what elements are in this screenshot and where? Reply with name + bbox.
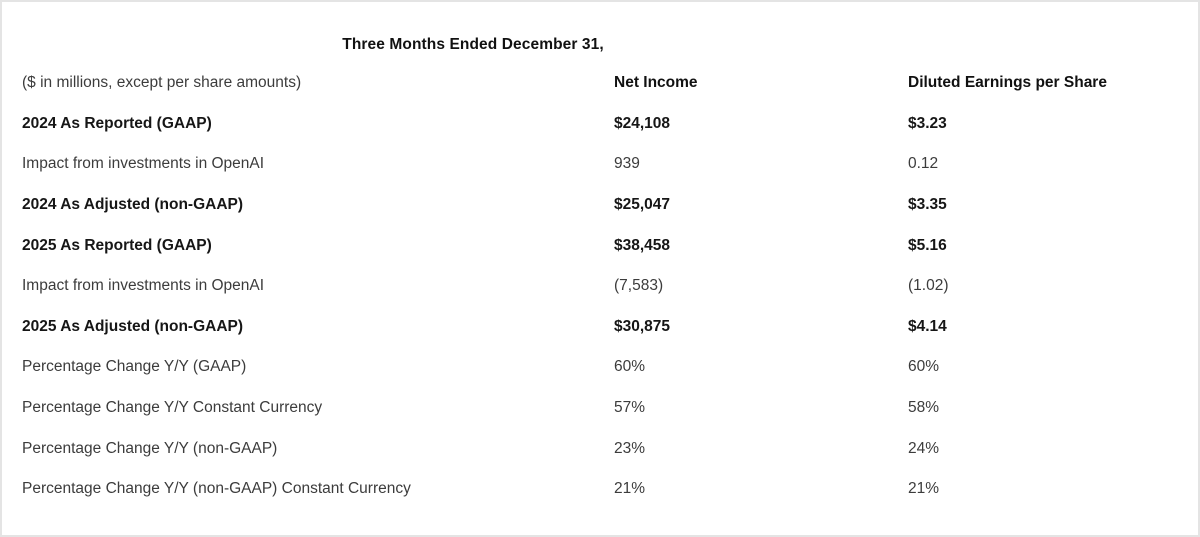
net-income-value: 21% — [614, 480, 646, 498]
column-header-net-income: Net Income — [614, 74, 698, 92]
earnings-table: ($ in millions, except per share amounts… — [2, 63, 1196, 510]
diluted-eps-value: 21% — [908, 480, 940, 498]
table-row: 2025 As Adjusted (non-GAAP) $30,875 $4.1… — [2, 307, 1196, 348]
table-row: 2025 As Reported (GAAP) $38,458 $5.16 — [2, 225, 1196, 266]
diluted-eps-value: 24% — [908, 439, 940, 457]
table-row: Impact from investments in OpenAI 939 0.… — [2, 144, 1196, 185]
row-label: 2025 As Adjusted (non-GAAP) — [22, 317, 244, 335]
net-income-value: $24,108 — [614, 114, 671, 132]
net-income-value: 57% — [614, 399, 646, 417]
diluted-eps-value: 58% — [908, 399, 940, 417]
net-income-value: $25,047 — [614, 196, 671, 214]
row-label: Percentage Change Y/Y (GAAP) — [22, 358, 247, 376]
row-label: Impact from investments in OpenAI — [22, 277, 265, 295]
row-label: 2025 As Reported (GAAP) — [22, 236, 212, 254]
table-row: Percentage Change Y/Y (non-GAAP) Constan… — [2, 469, 1196, 510]
row-label: Percentage Change Y/Y (non-GAAP) Constan… — [22, 480, 411, 498]
net-income-value: $30,875 — [614, 317, 671, 335]
table-row: Percentage Change Y/Y (non-GAAP) 23% 24% — [2, 428, 1196, 469]
net-income-value: $38,458 — [614, 236, 671, 254]
diluted-eps-value: 60% — [908, 358, 940, 376]
diluted-eps-value: $4.14 — [908, 317, 947, 335]
diluted-eps-value: (1.02) — [908, 277, 949, 295]
net-income-value: (7,583) — [614, 277, 664, 295]
diluted-eps-value: $3.23 — [908, 114, 947, 132]
unit-note: ($ in millions, except per share amounts… — [22, 74, 302, 92]
row-label: 2024 As Adjusted (non-GAAP) — [22, 196, 244, 214]
row-label: Impact from investments in OpenAI — [22, 155, 265, 173]
table-row: Percentage Change Y/Y Constant Currency … — [2, 388, 1196, 429]
diluted-eps-value: $3.35 — [908, 196, 947, 214]
table-row: Impact from investments in OpenAI (7,583… — [2, 266, 1196, 307]
table-row: 2024 As Reported (GAAP) $24,108 $3.23 — [2, 104, 1196, 145]
row-label: Percentage Change Y/Y Constant Currency — [22, 399, 323, 417]
table-header-row: ($ in millions, except per share amounts… — [2, 63, 1196, 104]
net-income-value: 939 — [614, 155, 640, 173]
net-income-value: 60% — [614, 358, 646, 376]
diluted-eps-value: 0.12 — [908, 155, 939, 173]
diluted-eps-value: $5.16 — [908, 236, 947, 254]
page-title: Three Months Ended December 31, — [342, 36, 604, 53]
net-income-value: 23% — [614, 439, 646, 457]
column-header-diluted-eps: Diluted Earnings per Share — [908, 74, 1107, 92]
row-label: Percentage Change Y/Y (non-GAAP) — [22, 439, 278, 457]
table-row: Percentage Change Y/Y (GAAP) 60% 60% — [2, 347, 1196, 388]
table-row: 2024 As Adjusted (non-GAAP) $25,047 $3.3… — [2, 185, 1196, 226]
row-label: 2024 As Reported (GAAP) — [22, 114, 212, 132]
